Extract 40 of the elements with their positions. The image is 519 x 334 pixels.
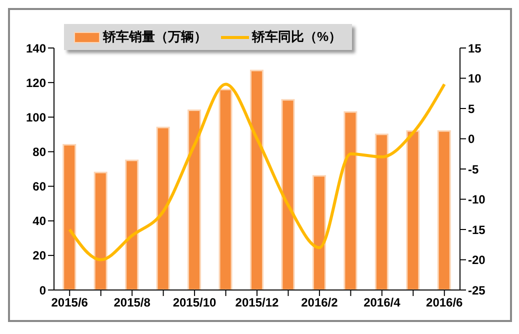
y-tick-label: 80 (32, 144, 46, 159)
bar (344, 111, 358, 290)
legend-label: 轿车销量（万辆） (103, 28, 207, 46)
bar (406, 130, 420, 290)
x-tick-label: 2015/6 (51, 296, 88, 310)
y-tick-label: 0 (39, 283, 46, 298)
y-tick-label: 20 (32, 248, 46, 263)
y-tick-label: 100 (26, 110, 46, 124)
line-series (68, 82, 446, 262)
legend-label: 轿车同比（%） (252, 28, 342, 46)
bar (156, 126, 170, 290)
bar (250, 70, 264, 290)
bar (281, 99, 295, 290)
y2-tick-label: -10 (468, 192, 486, 207)
y2-tick-label: -20 (468, 253, 486, 268)
bar (374, 134, 388, 290)
bar (94, 172, 108, 290)
x-tick-label: 2016/6 (426, 296, 464, 310)
bar (437, 130, 451, 290)
x-tick-label: 2015/10 (172, 296, 217, 310)
x-tick-label: 2015/12 (235, 296, 280, 310)
y2-tick-label: 15 (468, 41, 482, 56)
y2-tick-label: 0 (468, 132, 475, 146)
bar (62, 144, 76, 290)
y2-tick-label: 5 (468, 102, 475, 116)
x-tick-label: 2016/2 (301, 296, 338, 310)
y-tick-label: 60 (32, 180, 46, 194)
y2-tick-label: -5 (468, 162, 479, 176)
bar (188, 109, 202, 290)
y2-tick-label: 10 (468, 72, 482, 86)
y-tick-label: 120 (26, 76, 46, 90)
x-tick-label: 2015/8 (114, 296, 151, 310)
y2-tick-label: -25 (468, 283, 486, 298)
x-tick-label: 2016/4 (364, 296, 401, 310)
bar (218, 88, 232, 290)
bar (125, 160, 139, 290)
y-tick-label: 40 (32, 214, 46, 228)
y2-tick-label: -15 (468, 222, 486, 237)
bar (312, 175, 326, 290)
y-tick-label: 140 (26, 41, 46, 56)
